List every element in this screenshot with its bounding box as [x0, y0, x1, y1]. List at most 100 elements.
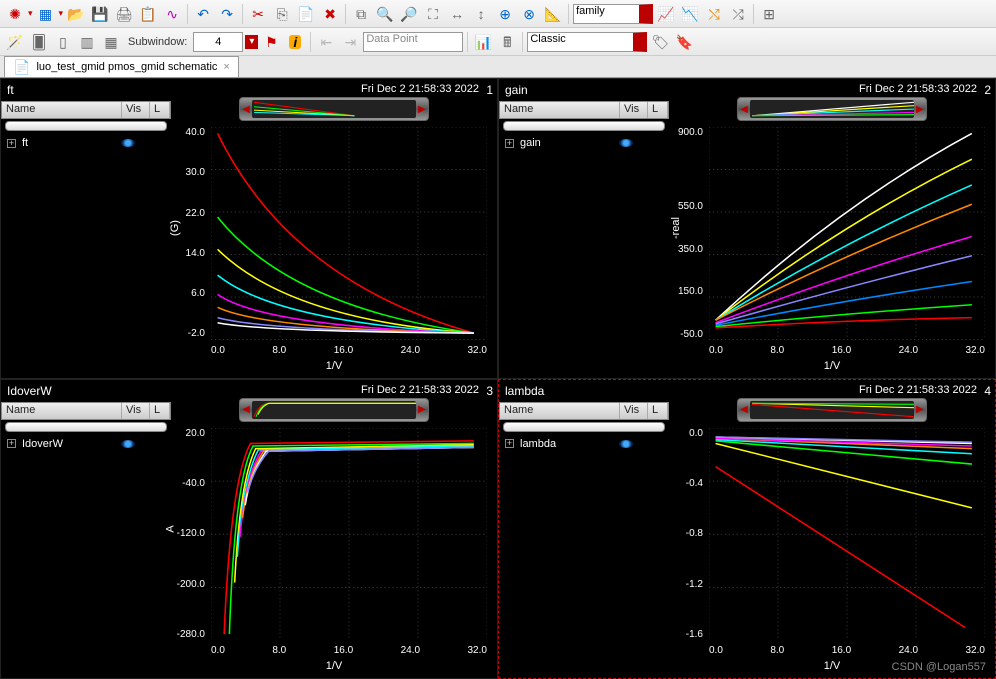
- panel-IdoverW[interactable]: IdoverW Name Vis L + IdoverW Fri Dec 2 2…: [0, 379, 498, 679]
- expand-icon[interactable]: +: [505, 139, 514, 148]
- chart-index: 4: [984, 384, 991, 398]
- mini-overview[interactable]: ◀ ▶: [737, 398, 927, 422]
- expand-icon[interactable]: +: [7, 139, 16, 148]
- tag2-icon[interactable]: 🔖: [673, 31, 695, 53]
- scroll-right-icon[interactable]: ▶: [416, 399, 428, 421]
- tag1-icon[interactable]: 🏷: [649, 31, 671, 53]
- family-combo[interactable]: family: [573, 4, 653, 24]
- panel-lambda[interactable]: lambda Name Vis L + lambda Fri Dec 2 21:…: [498, 379, 996, 679]
- subwindow-input[interactable]: [193, 32, 243, 52]
- legend-item[interactable]: + gain: [499, 133, 669, 153]
- zoom-fit-icon[interactable]: ⛶: [422, 3, 444, 25]
- legend-search[interactable]: [5, 121, 167, 131]
- eye-icon[interactable]: [619, 440, 633, 448]
- hist-icon[interactable]: 📊: [472, 31, 494, 53]
- clipboard-icon[interactable]: 📋: [137, 3, 159, 25]
- plot3-icon[interactable]: ⤭: [703, 3, 725, 25]
- scroll-left-icon[interactable]: ◀: [240, 399, 252, 421]
- scroll-right-icon[interactable]: ▶: [914, 399, 926, 421]
- panel-gain[interactable]: gain Name Vis L + gain Fri Dec 2 21:58:3…: [498, 78, 996, 379]
- expand-icon[interactable]: +: [7, 439, 16, 448]
- plot2-icon[interactable]: 📉: [679, 3, 701, 25]
- legend-item[interactable]: + IdoverW: [1, 434, 171, 454]
- marker-b-icon[interactable]: ⊗: [518, 3, 540, 25]
- eye-icon[interactable]: [121, 440, 135, 448]
- paste-icon[interactable]: 📄: [295, 3, 317, 25]
- y-tick: 30.0: [171, 167, 209, 178]
- legend-col-vis[interactable]: Vis: [620, 102, 648, 118]
- undo-icon[interactable]: ↶: [192, 3, 214, 25]
- legend-search[interactable]: [503, 422, 665, 432]
- marker-a-icon[interactable]: ⊕: [494, 3, 516, 25]
- legend-col-l[interactable]: L: [150, 102, 170, 118]
- scroll-left-icon[interactable]: ◀: [738, 98, 750, 120]
- plot-area[interactable]: [709, 428, 985, 641]
- y-tick: 0.0: [669, 428, 707, 439]
- scroll-right-icon[interactable]: ▶: [416, 98, 428, 120]
- zoom-y-icon[interactable]: ↕: [470, 3, 492, 25]
- measure-icon[interactable]: 📐: [542, 3, 564, 25]
- legend-item[interactable]: + ft: [1, 133, 171, 153]
- next-icon[interactable]: ⇥: [339, 31, 361, 53]
- print-icon[interactable]: 🖨: [113, 3, 135, 25]
- calc-icon[interactable]: 🖩: [496, 31, 518, 53]
- legend-col-vis[interactable]: Vis: [122, 102, 150, 118]
- legend-col-name[interactable]: Name: [500, 403, 620, 419]
- legend-search[interactable]: [5, 422, 167, 432]
- legend-col-name[interactable]: Name: [2, 102, 122, 118]
- open-icon[interactable]: 📂: [65, 3, 87, 25]
- layout1-icon[interactable]: ▯: [52, 31, 74, 53]
- chart-pane: Fri Dec 2 21:58:33 2022 2 ◀ ▶ -real 900.…: [669, 79, 995, 378]
- redo-icon[interactable]: ↷: [216, 3, 238, 25]
- classic-combo[interactable]: Classic: [527, 32, 647, 52]
- zoom-out-icon[interactable]: 🔎: [398, 3, 420, 25]
- wave-icon[interactable]: ∿: [161, 3, 183, 25]
- scroll-left-icon[interactable]: ◀: [738, 399, 750, 421]
- info-icon[interactable]: i: [284, 31, 306, 53]
- plot4-icon[interactable]: ⤮: [727, 3, 749, 25]
- layout2-icon[interactable]: ▥: [76, 31, 98, 53]
- zoom-in-icon[interactable]: 🔍: [374, 3, 396, 25]
- save-icon[interactable]: 💾: [89, 3, 111, 25]
- legend-col-l[interactable]: L: [648, 102, 668, 118]
- wand-icon[interactable]: 🪄: [4, 31, 26, 53]
- legend-col-l[interactable]: L: [648, 403, 668, 419]
- mini-overview[interactable]: ◀ ▶: [239, 97, 429, 121]
- zoom-x-icon[interactable]: ↔: [446, 3, 468, 25]
- datapoint-combo[interactable]: Data Point: [363, 32, 463, 52]
- legend-search[interactable]: [503, 121, 665, 131]
- legend-item[interactable]: + lambda: [499, 434, 669, 454]
- prev-icon[interactable]: ⇤: [315, 31, 337, 53]
- legend-col-l[interactable]: L: [150, 403, 170, 419]
- delete-icon[interactable]: ✖: [319, 3, 341, 25]
- legend-col-name[interactable]: Name: [2, 403, 122, 419]
- scroll-left-icon[interactable]: ◀: [240, 98, 252, 120]
- plot1-icon[interactable]: 📈: [655, 3, 677, 25]
- eye-icon[interactable]: [121, 139, 135, 147]
- spark-icon[interactable]: ✺: [4, 3, 26, 25]
- watermark: CSDN @Logan557: [892, 661, 986, 673]
- plot-area[interactable]: [211, 127, 487, 340]
- legend-col-vis[interactable]: Vis: [122, 403, 150, 419]
- zoom-area-icon[interactable]: ⧉: [350, 3, 372, 25]
- scroll-right-icon[interactable]: ▶: [914, 98, 926, 120]
- plot-area[interactable]: [211, 428, 487, 641]
- window-icon[interactable]: ▦: [35, 3, 57, 25]
- plot-area[interactable]: [709, 127, 985, 340]
- x-axis-label: 1/V: [326, 360, 343, 372]
- expand-icon[interactable]: +: [505, 439, 514, 448]
- legend-col-name[interactable]: Name: [500, 102, 620, 118]
- grid-icon[interactable]: ⊞: [758, 3, 780, 25]
- mini-overview[interactable]: ◀ ▶: [737, 97, 927, 121]
- cards-icon[interactable]: 🂠: [28, 31, 50, 53]
- panel-ft[interactable]: ft Name Vis L + ft Fri Dec 2 21:58:33 20…: [0, 78, 498, 379]
- tab-schematic[interactable]: 📄 luo_test_gmid pmos_gmid schematic ×: [4, 56, 239, 77]
- copy-icon[interactable]: ⎘: [271, 3, 293, 25]
- cut-icon[interactable]: ✂: [247, 3, 269, 25]
- tab-close-icon[interactable]: ×: [223, 61, 229, 73]
- eye-icon[interactable]: [619, 139, 633, 147]
- flag-icon[interactable]: ⚑: [260, 31, 282, 53]
- mini-overview[interactable]: ◀ ▶: [239, 398, 429, 422]
- layout3-icon[interactable]: ▦: [100, 31, 122, 53]
- legend-col-vis[interactable]: Vis: [620, 403, 648, 419]
